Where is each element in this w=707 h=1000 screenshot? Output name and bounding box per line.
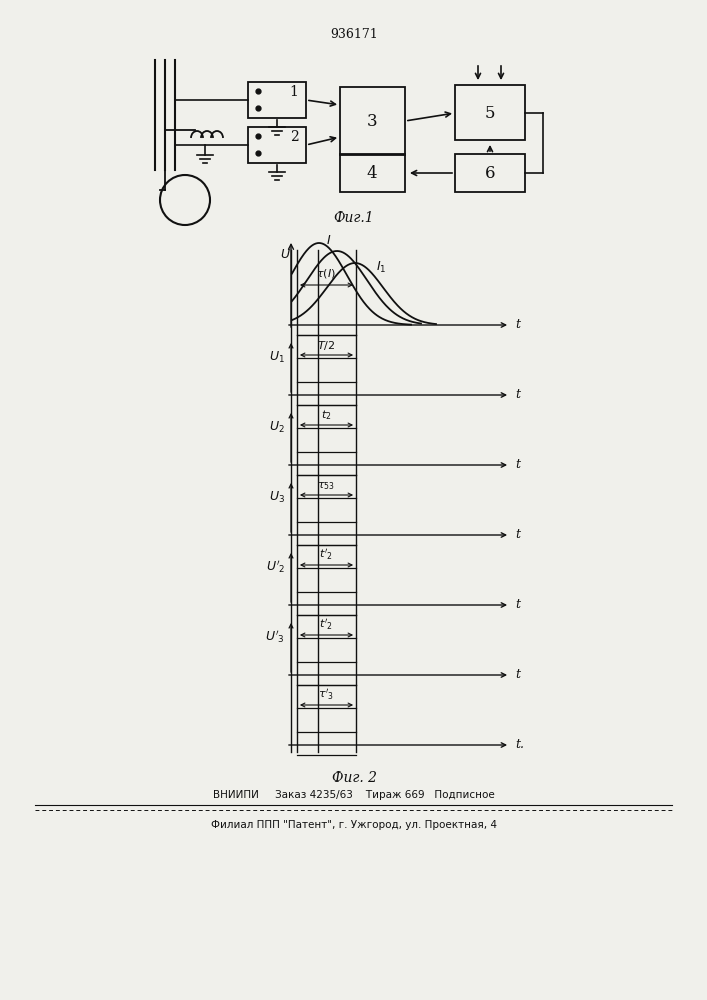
Text: Фиг. 2: Фиг. 2 bbox=[332, 771, 377, 785]
Text: t: t bbox=[515, 388, 520, 401]
Text: I: I bbox=[327, 233, 331, 246]
Text: Фиг.1: Фиг.1 bbox=[334, 211, 374, 225]
Bar bbox=[340, 154, 405, 192]
Text: $U'_2$: $U'_2$ bbox=[266, 559, 285, 575]
Bar bbox=[455, 85, 525, 140]
Text: Филиал ППП "Патент", г. Ужгород, ул. Проектная, 4: Филиал ППП "Патент", г. Ужгород, ул. Про… bbox=[211, 820, 497, 830]
Text: 1: 1 bbox=[290, 85, 298, 99]
Text: U: U bbox=[280, 248, 289, 261]
Text: $U_3$: $U_3$ bbox=[269, 489, 285, 505]
Text: $\tau_{53}$: $\tau_{53}$ bbox=[317, 480, 335, 492]
Text: 3: 3 bbox=[367, 112, 378, 129]
Text: t: t bbox=[515, 668, 520, 682]
Text: ВНИИПИ     Заказ 4235/63    Тираж 669   Подписное: ВНИИПИ Заказ 4235/63 Тираж 669 Подписное bbox=[213, 790, 495, 800]
Text: t: t bbox=[515, 528, 520, 542]
Text: $\tau(I)$: $\tau(I)$ bbox=[316, 267, 336, 280]
Text: $T/2$: $T/2$ bbox=[317, 339, 335, 352]
Text: $t'_2$: $t'_2$ bbox=[319, 617, 333, 632]
Text: $t_2$: $t_2$ bbox=[321, 408, 332, 422]
Text: $t'_2$: $t'_2$ bbox=[319, 547, 333, 562]
Text: t: t bbox=[515, 598, 520, 611]
Text: 6: 6 bbox=[485, 164, 495, 182]
Text: $U_1$: $U_1$ bbox=[269, 349, 285, 365]
Text: 936171: 936171 bbox=[330, 28, 378, 41]
Text: 2: 2 bbox=[290, 130, 298, 144]
Text: $\tau'_3$: $\tau'_3$ bbox=[318, 687, 334, 702]
Text: t: t bbox=[515, 458, 520, 472]
Text: $U_2$: $U_2$ bbox=[269, 419, 285, 435]
Bar bbox=[340, 87, 405, 155]
Text: t.: t. bbox=[515, 738, 524, 752]
Text: 4: 4 bbox=[367, 164, 378, 182]
Text: t: t bbox=[515, 318, 520, 332]
Bar bbox=[455, 154, 525, 192]
Bar bbox=[248, 82, 306, 118]
Text: $U'_3$: $U'_3$ bbox=[265, 629, 285, 645]
Text: $I_1$: $I_1$ bbox=[376, 259, 387, 275]
Text: 5: 5 bbox=[485, 104, 495, 121]
Bar bbox=[248, 127, 306, 163]
